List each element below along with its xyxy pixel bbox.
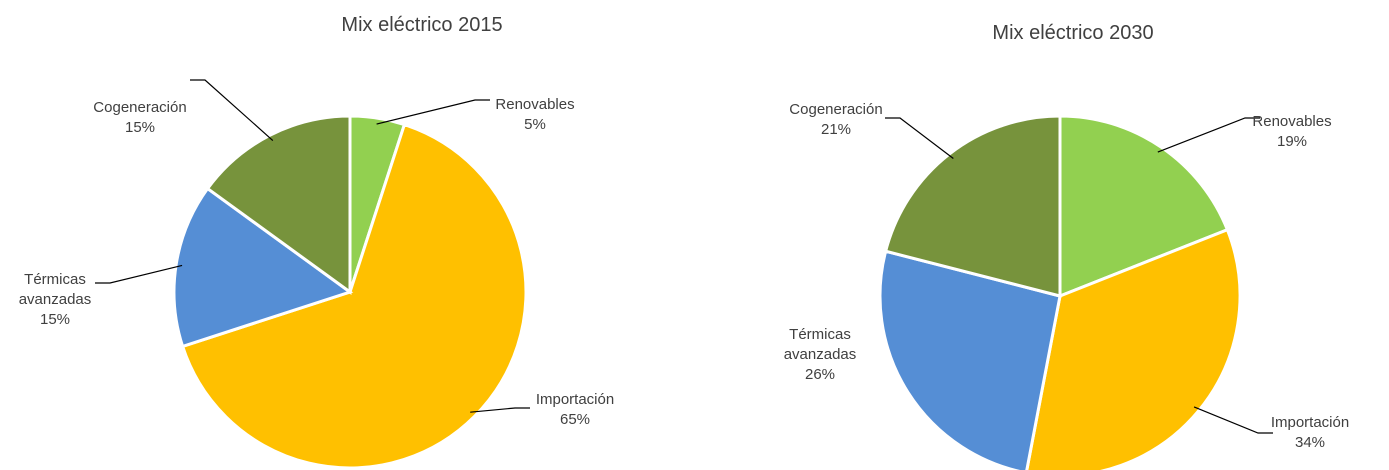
value-label: 34% — [1294, 434, 1326, 451]
data-label: Importación 34% — [1255, 413, 1365, 453]
data-label: Térmicas avanzadas 26% — [778, 325, 863, 385]
data-label: Cogeneración 21% — [781, 100, 891, 140]
pie-slice — [878, 249, 1062, 470]
category-label: Renovables — [495, 96, 575, 113]
leader-line — [470, 407, 530, 413]
category-label: Térmicas avanzadas — [783, 326, 857, 363]
pie-slice — [172, 186, 354, 349]
leader-line — [885, 117, 954, 159]
leader-line — [1157, 117, 1260, 153]
chart-title: Mix eléctrico 2030 — [992, 22, 1154, 44]
value-label: 15% — [39, 311, 71, 328]
category-label: Cogeneración — [789, 101, 883, 118]
value-label: 26% — [804, 366, 836, 383]
category-label: Renovables — [1252, 113, 1332, 130]
value-label: 65% — [559, 411, 591, 428]
value-label: 15% — [124, 119, 156, 136]
category-label: Térmicas avanzadas — [18, 271, 92, 308]
data-label: Renovables 5% — [480, 95, 590, 135]
pie-slice — [180, 122, 528, 470]
leader-line — [95, 264, 183, 284]
pie-slice — [1025, 227, 1242, 470]
pie-slice — [883, 114, 1062, 298]
value-label: 19% — [1276, 133, 1308, 150]
value-label: 5% — [524, 116, 546, 133]
category-label: Importación — [1270, 414, 1350, 431]
pie-slice — [205, 114, 352, 295]
value-label: 21% — [820, 121, 852, 138]
category-label: Cogeneración — [93, 99, 187, 116]
leader-line — [190, 79, 274, 141]
data-label: Importación 65% — [520, 390, 630, 430]
pie-slice — [1058, 114, 1230, 299]
category-label: Importación — [535, 391, 615, 408]
data-label: Cogeneración 15% — [85, 98, 195, 138]
chart-title: Mix eléctrico 2015 — [341, 14, 503, 36]
leader-line — [1193, 406, 1273, 434]
leader-line — [376, 99, 490, 125]
data-label: Renovables 19% — [1237, 112, 1347, 152]
data-label: Térmicas avanzadas 15% — [13, 270, 98, 330]
